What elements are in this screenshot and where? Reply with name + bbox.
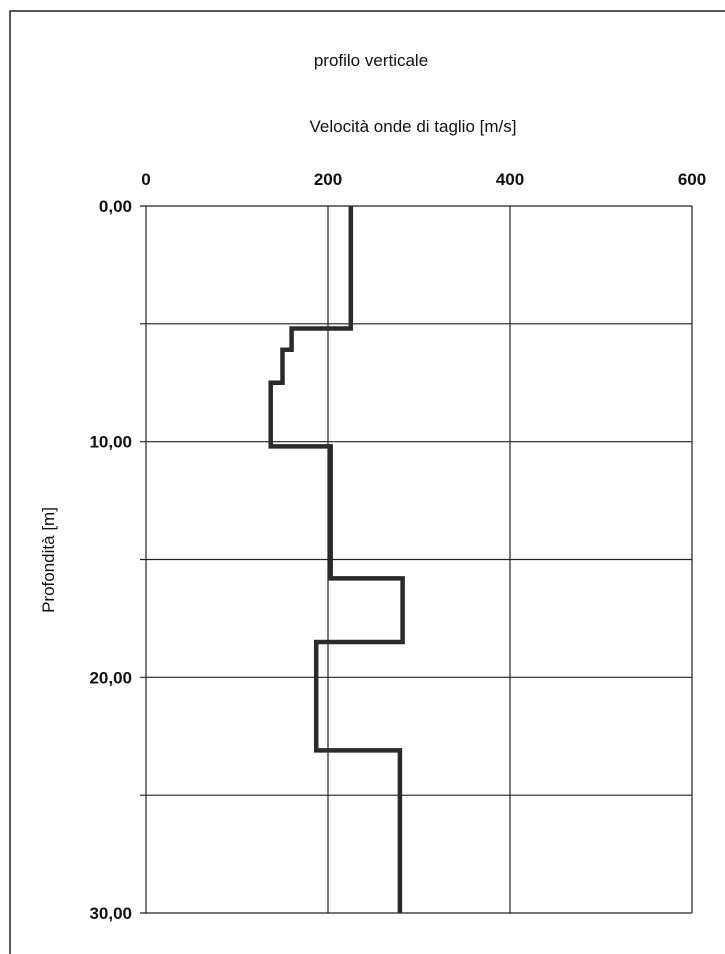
y-tick-label-0: 0,00 bbox=[99, 197, 132, 216]
x-tick-label-2: 400 bbox=[496, 170, 524, 189]
y-tick-label-1: 10,00 bbox=[89, 433, 132, 452]
x-axis-label: Velocità onde di taglio [m/s] bbox=[310, 117, 517, 136]
horizontal-gridlines bbox=[140, 205, 692, 914]
x-tick-label-1: 200 bbox=[314, 170, 342, 189]
y-tick-label-3: 30,00 bbox=[89, 904, 132, 923]
x-tick-label-3: 600 bbox=[678, 170, 706, 189]
figure-frame bbox=[9, 10, 725, 954]
y-axis-label: Profondità [m] bbox=[39, 507, 58, 613]
series-layer bbox=[268, 206, 405, 913]
chart-title: profilo verticale bbox=[314, 51, 428, 70]
x-tick-labels: 0 200 400 600 bbox=[141, 170, 706, 189]
vs-profile-line-0 bbox=[268, 206, 405, 913]
y-tick-labels: 0,00 10,00 20,00 30,00 bbox=[89, 197, 132, 923]
x-tick-label-0: 0 bbox=[141, 170, 150, 189]
y-tick-label-2: 20,00 bbox=[89, 668, 132, 687]
